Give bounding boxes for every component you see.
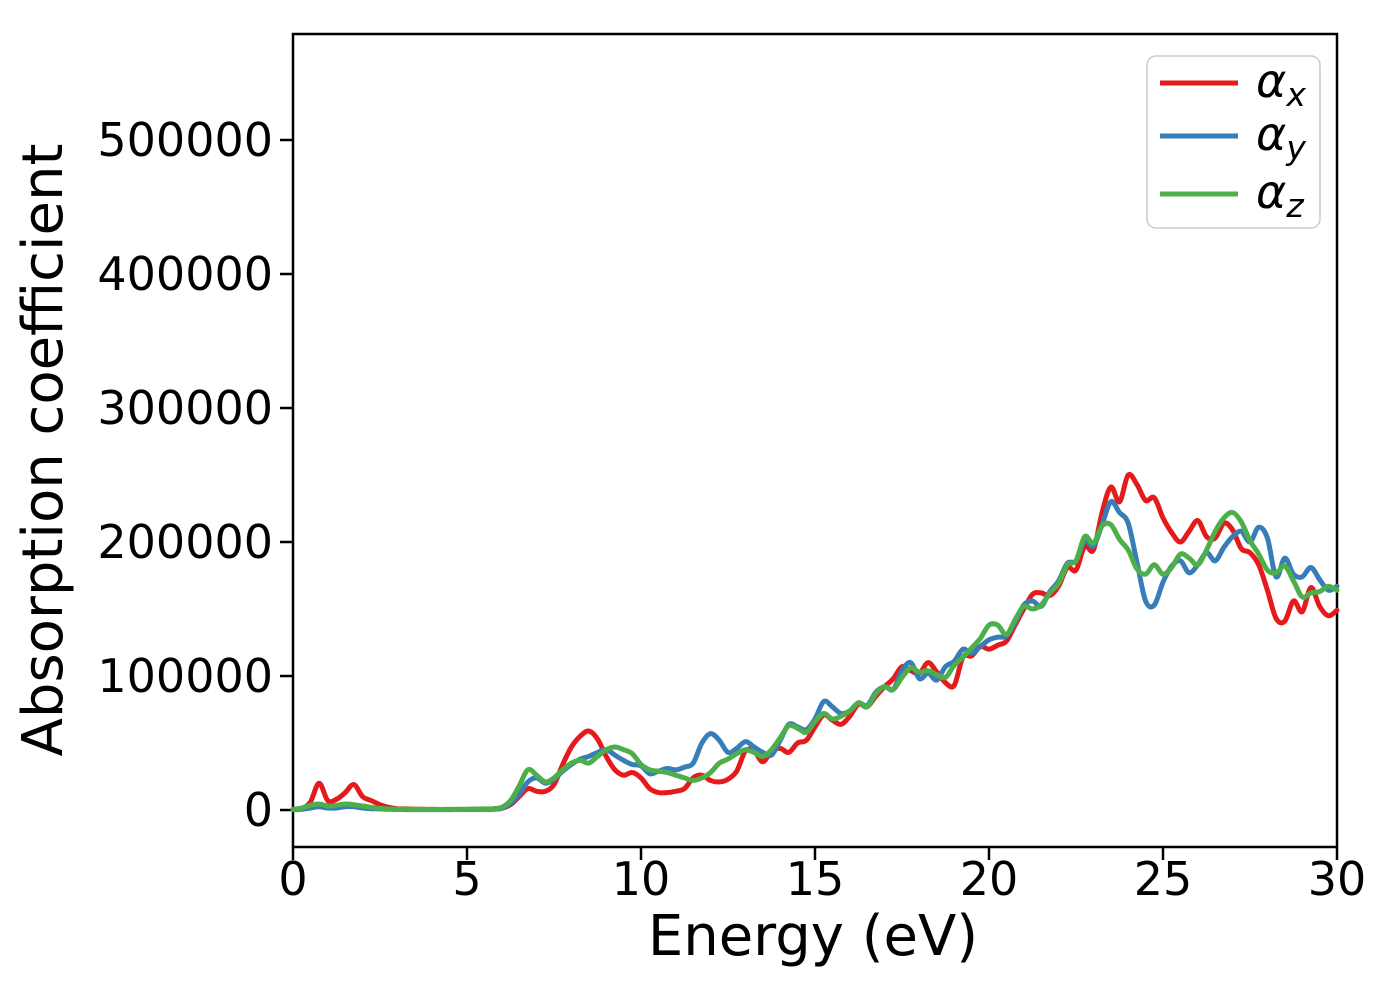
x-tick-label: 25 [1134,852,1193,906]
x-tick-label: 10 [612,852,671,906]
x-tick-label: 30 [1308,852,1367,906]
legend-label-alpha-z: αz [1256,165,1304,225]
legend-frame [1146,55,1321,229]
x-tick-label: 20 [960,852,1019,906]
legend-label-alpha-x: αx [1256,54,1306,114]
curve-alpha-z [290,509,1340,812]
y-tick-label: 500000 [97,113,273,167]
x-axis-label: Energy (eV) [648,904,978,969]
y-axis-label: Absorption coefficient [11,144,76,757]
curve-alpha-x [290,471,1340,812]
x-tick-label: 5 [452,852,481,906]
x-axis-ticks: 0 5 10 15 20 25 30 [278,847,1366,906]
y-tick-label: 200000 [97,515,273,569]
data-curves [290,471,1340,813]
curve-alpha-y [290,499,1340,813]
legend-label-alpha-y: αy [1256,107,1306,167]
y-tick-label: 100000 [97,649,273,703]
y-tick-label: 300000 [97,381,273,435]
y-axis-ticks: 0 100000 200000 300000 400000 500000 [97,113,293,837]
x-tick-label: 0 [278,852,307,906]
y-tick-label: 0 [244,783,273,837]
y-tick-label: 400000 [97,247,273,301]
x-tick-label: 15 [786,852,845,906]
